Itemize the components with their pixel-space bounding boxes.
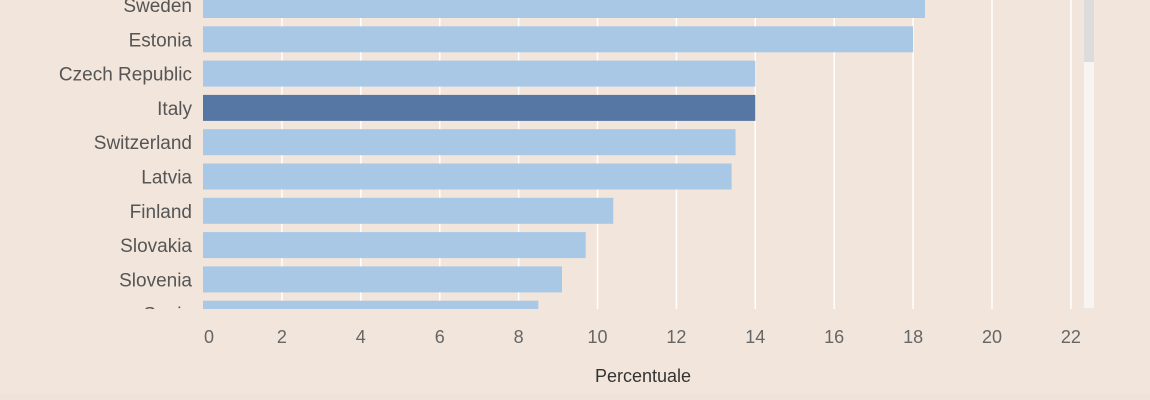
x-tick-label: 0 <box>204 327 214 347</box>
category-label: Finland <box>130 202 192 223</box>
x-tick-label: 14 <box>745 327 765 347</box>
scrollbar-track[interactable] <box>1084 0 1094 308</box>
bar-latvia[interactable] <box>203 163 732 190</box>
bar-switzerland[interactable] <box>203 129 736 156</box>
x-tick-label: 10 <box>587 327 607 347</box>
x-tick-label: 20 <box>982 327 1002 347</box>
bar-slovakia[interactable] <box>203 232 586 259</box>
x-tick-label: 2 <box>277 327 287 347</box>
bar-sweden[interactable] <box>203 0 925 18</box>
category-label: Estonia <box>129 30 193 51</box>
tick-label-layer: 0 2 4 6 8 10 12 14 16 18 20 22 <box>204 327 1081 347</box>
category-label: Switzerland <box>94 133 192 154</box>
category-label-layer: Sweden Estonia Czech Republic Italy Switzerl… <box>59 0 193 326</box>
x-tick-label: 22 <box>1061 327 1081 347</box>
category-label: Sweden <box>123 0 192 17</box>
bar-czech-republic[interactable] <box>203 60 756 87</box>
category-label: Czech Republic <box>59 65 192 86</box>
axis-area-mask <box>0 309 1084 400</box>
x-tick-label: 18 <box>903 327 923 347</box>
bar-estonia[interactable] <box>203 26 914 53</box>
bar-slovenia[interactable] <box>203 266 562 293</box>
bar-layer <box>203 0 925 327</box>
category-label: Slovakia <box>120 236 192 257</box>
x-tick-label: 6 <box>435 327 445 347</box>
x-tick-label: 12 <box>666 327 686 347</box>
category-label: Latvia <box>141 168 192 189</box>
x-tick-label: 8 <box>514 327 524 347</box>
bar-finland[interactable] <box>203 197 614 224</box>
bar-italy[interactable] <box>203 94 756 121</box>
category-label: Italy <box>157 99 192 120</box>
category-label: Slovenia <box>119 270 192 291</box>
x-tick-label: 16 <box>824 327 844 347</box>
bottom-strip <box>0 393 1150 400</box>
x-axis-title: Percentuale <box>595 366 691 386</box>
x-tick-label: 4 <box>356 327 366 347</box>
scrollbar-thumb[interactable] <box>1084 0 1094 62</box>
